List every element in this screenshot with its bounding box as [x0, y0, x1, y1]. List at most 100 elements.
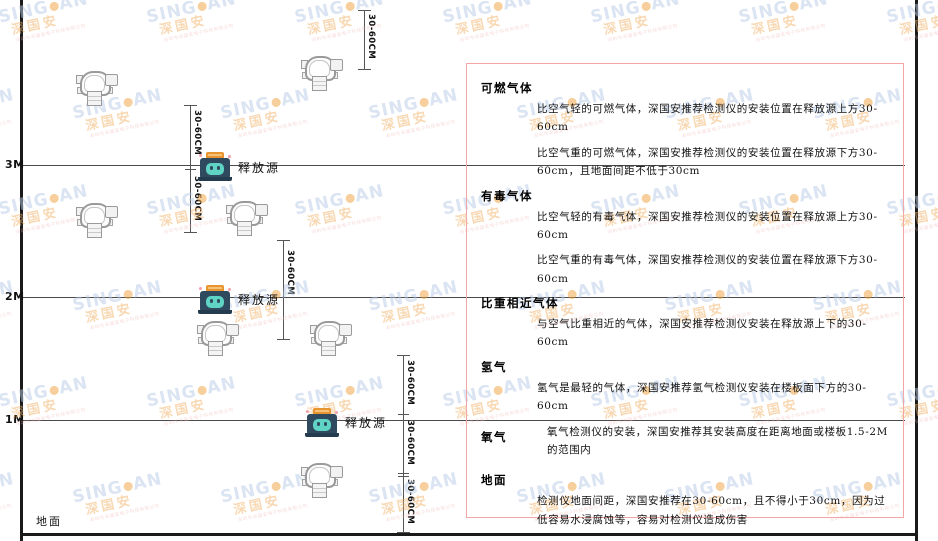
watermark-company-text: 深圳市深国安电子科技有限公司	[237, 504, 309, 524]
gas-detector-icon	[222, 198, 268, 238]
gas-detector-icon	[72, 68, 118, 108]
watermark-dot-icon	[418, 96, 430, 108]
watermark-company-text: 深圳市深国安电子科技有限公司	[385, 120, 457, 140]
watermark-cn-text: 深国安	[84, 493, 135, 519]
watermark-company-text: 深圳市深国安电子科技有限公司	[15, 408, 87, 428]
watermark-company-text: 深圳市深国安电子科技有限公司	[755, 24, 827, 44]
watermark-cn-text: 深国安	[380, 493, 431, 519]
gas-detector-icon	[306, 318, 352, 358]
watermark-company-text: 深圳市深国安电子科技有限公司	[903, 408, 938, 428]
watermark-dot-icon	[788, 0, 800, 12]
watermark-cn-text: 深国安	[898, 13, 938, 39]
watermark-cn-text: 深国安	[158, 13, 209, 39]
watermark-cn-text: 深国安	[380, 301, 431, 327]
level-line-3m	[22, 165, 905, 166]
watermark-company-text: 深圳市深国安电子科技有限公司	[89, 504, 161, 524]
guideline-section: 有毒气体 比空气轻的有毒气体，深国安推荐检测仪的安装位置在释放源上方30-60cm…	[481, 188, 889, 289]
watermark-cn-text: 深国安	[380, 109, 431, 135]
watermark-dot-icon	[344, 192, 356, 204]
watermark-company-text: 深圳市深国安电子科技有限公司	[311, 216, 383, 236]
watermark-cn-text: 深国安	[454, 13, 505, 39]
guideline-section: 可燃气体 比空气轻的可燃气体，深国安推荐检测仪的安装位置在释放源上方30-60cm…	[481, 80, 889, 181]
dimension-line-lower-right	[397, 355, 410, 533]
watermark-cn-text: 深国安	[84, 109, 135, 135]
watermark-company-text: 深圳市深国安电子科技有限公司	[903, 24, 938, 44]
watermark-dot-icon	[122, 480, 134, 492]
guideline-section: 地面 检测仪地面间距，深国安推荐在30-60cm，且不得小于30cm，因为过低容易…	[481, 472, 889, 529]
watermark-cn-text: 深国安	[898, 397, 938, 423]
frame-ground-line	[20, 533, 918, 536]
release-source-label-2m: 释放源	[238, 293, 281, 307]
guideline-section-title: 氢气	[481, 359, 507, 374]
guideline-section-title: 比重相近气体	[481, 296, 559, 310]
watermark-company-text: 深圳市深国安电子科技有限公司	[237, 120, 309, 140]
watermark-company-text: 深圳市深国安电子科技有限公司	[459, 24, 531, 44]
watermark-cn-text: 深国安	[0, 104, 19, 135]
watermark-cn-text: 深国安	[602, 13, 653, 39]
dimension-line-top-center	[358, 10, 371, 70]
guideline-section-title: 地面	[481, 473, 507, 488]
frame-left-axis	[20, 0, 23, 541]
watermark-company-text: 深圳市深国安电子科技有限公司	[0, 312, 13, 332]
watermark-dot-icon	[418, 480, 430, 492]
watermark-cn-text: 深国安	[898, 205, 938, 231]
watermark-cn-text: 深国安	[0, 488, 19, 519]
guideline-paragraph: 与空气比重相近的气体，深国安推荐检测仪安装在释放源上下的30-60cm	[537, 318, 867, 349]
watermark-dot-icon	[196, 384, 208, 396]
installation-guidelines-panel: 可燃气体 比空气轻的可燃气体，深国安推荐检测仪的安装位置在释放源上方30-60cm…	[466, 63, 904, 526]
level-label-3m: 3M	[5, 158, 25, 171]
dimension-label-upper-left-1: 30-60CM	[192, 110, 202, 156]
watermark-company-text: 深圳市深国安电子科技有限公司	[311, 24, 383, 44]
watermark-company-text: 深圳市深国安电子科技有限公司	[89, 312, 161, 332]
level-label-1m: 1M	[5, 413, 25, 426]
ground-label: 地面	[36, 515, 62, 528]
watermark-cn-text: 深国安	[306, 205, 357, 231]
guideline-section-title: 有毒气体	[481, 188, 533, 203]
watermark-company-text: 深圳市深国安电子科技有限公司	[15, 24, 87, 44]
watermark-dot-icon	[344, 0, 356, 12]
watermark-dot-icon	[492, 0, 504, 12]
dimension-label-mid-right: 30-60CM	[285, 250, 295, 296]
dimension-line-upper-left	[184, 105, 197, 233]
watermark-cn-text: 深国安	[158, 397, 209, 423]
gas-detector-icon	[72, 200, 118, 240]
watermark-dot-icon	[48, 192, 60, 204]
watermark-dot-icon	[344, 384, 356, 396]
guideline-section-title: 可燃气体	[481, 81, 533, 95]
guideline-paragraph: 比空气重的可燃气体，深国安推荐检测仪的安装位置在释放源下方30-60cm，且地面…	[537, 146, 878, 178]
watermark-dot-icon	[48, 0, 60, 12]
watermark-company-text: 深圳市深国安电子科技有限公司	[0, 120, 13, 140]
guideline-section: 氢气 氢气是最轻的气体，深国安推荐氢气检测仪安装在楼板面下方的30-60cm	[481, 359, 889, 416]
watermark-cn-text: 深国安	[306, 13, 357, 39]
guideline-paragraph: 比空气轻的可燃气体，深国安推荐检测仪的安装位置在释放源上方30-60cm	[537, 103, 878, 134]
gas-detector-icon	[297, 53, 343, 93]
watermark-dot-icon	[270, 480, 282, 492]
guideline-paragraph: 比空气重的有毒气体，深国安推荐检测仪的安装位置在释放源下方30-60cm	[537, 254, 878, 285]
guideline-section: 比重相近气体与空气比重相近的气体，深国安推荐检测仪安装在释放源上下的30-60c…	[481, 295, 889, 352]
watermark-dot-icon	[122, 96, 134, 108]
watermark-company-text: 深圳市深国安电子科技有限公司	[385, 312, 457, 332]
frame-right-edge	[915, 0, 918, 541]
dimension-label-lower-right-1: 30-60CM	[405, 360, 415, 406]
